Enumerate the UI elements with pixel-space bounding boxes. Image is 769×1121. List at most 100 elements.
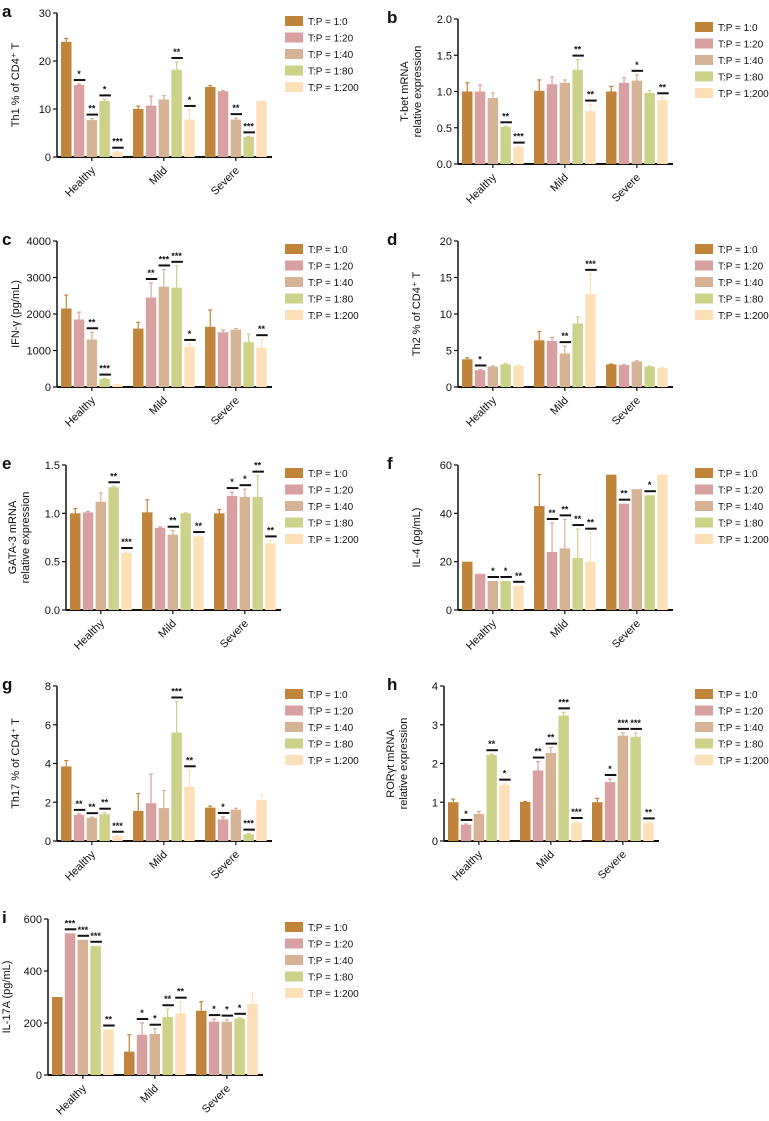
legend-swatch (285, 260, 303, 271)
y-tick-label: 0 (446, 605, 452, 617)
legend-label: T:P = 1:200 (308, 756, 359, 767)
y-axis-label: IFN-γ (pg/mL) (10, 280, 22, 348)
y-tick-label: 1.5 (437, 50, 452, 62)
significance-label: * (238, 1003, 242, 1013)
bar (196, 1010, 207, 1075)
bar (205, 86, 216, 157)
bar (532, 770, 544, 841)
chart-panel-e: e GATA-3 mRNA relative expression 0.0 0.5 1.0… (2, 454, 359, 652)
bar (193, 536, 204, 610)
bar (592, 802, 603, 841)
bar (559, 82, 571, 164)
legend-swatch (285, 534, 303, 544)
legend-label: T:P = 1:200 (308, 83, 359, 94)
bar (86, 817, 98, 841)
significance-label: *** (159, 254, 170, 264)
bar (205, 807, 216, 841)
bar (145, 803, 157, 841)
bar (171, 287, 182, 387)
bar (230, 119, 242, 157)
panel-label: a (2, 2, 12, 21)
significance-label: * (188, 95, 192, 105)
y-axis-label: GATA-3 mRNA (7, 500, 19, 574)
bar (142, 512, 153, 610)
significance-label: *** (243, 819, 254, 829)
legend-label: T:P = 1:20 (308, 262, 354, 273)
legend-swatch (285, 49, 303, 59)
significance-label: ** (169, 516, 177, 526)
legend-label: T:P = 1:0 (308, 923, 348, 934)
legend-label: T:P = 1:20 (718, 262, 764, 273)
x-tick-label: Severe (610, 172, 643, 205)
bar (133, 109, 144, 157)
legend-swatch (285, 971, 303, 982)
legend-label: T:P = 1:200 (718, 756, 769, 767)
y-tick-label: 6 (45, 720, 51, 732)
bar (154, 527, 166, 610)
significance-label: ** (574, 514, 582, 524)
panel-label: e (2, 454, 11, 473)
significance-label: *** (513, 132, 524, 142)
x-tick-label: Mild (156, 618, 179, 641)
bar (643, 822, 654, 841)
y-tick-label: 0 (446, 382, 452, 394)
legend-label: T:P = 1:20 (718, 707, 764, 718)
x-tick-label: Mild (147, 849, 170, 872)
bar (487, 366, 499, 387)
significance-label: * (503, 769, 507, 779)
bar (112, 384, 123, 387)
significance-label: *** (585, 259, 596, 269)
x-tick-label: Healthy (72, 617, 107, 652)
x-tick-label: Healthy (63, 848, 98, 883)
legend-label: T:P = 1:40 (718, 723, 764, 734)
significance-label: ** (88, 317, 96, 327)
x-tick-label: Mild (147, 165, 170, 188)
legend-swatch (285, 922, 303, 932)
bar (133, 810, 144, 841)
legend-swatch (285, 484, 303, 495)
chart-panel-b: b T-bet mRNA relative expression 0.0 0.5 1.0 1… (387, 8, 769, 206)
legend-label: T:P = 1:40 (308, 723, 354, 734)
legend-swatch (285, 988, 303, 998)
bar (546, 84, 558, 164)
significance-label: ** (76, 799, 84, 809)
bar (64, 933, 76, 1075)
legend-label: T:P = 1:80 (718, 519, 764, 530)
significance-label: ** (186, 755, 194, 765)
y-axis-label: IL-17A (pg/mL) (1, 961, 13, 1034)
bar (145, 105, 157, 157)
legend-swatch (695, 722, 713, 732)
y-tick-label: 10 (440, 309, 452, 321)
bar (572, 69, 583, 164)
bar (448, 802, 459, 841)
bar (82, 512, 94, 610)
panel-label: b (387, 8, 397, 27)
bar (631, 361, 643, 387)
bar (462, 91, 473, 164)
bar (171, 732, 182, 841)
bar (133, 328, 144, 387)
significance-label: * (608, 764, 612, 774)
significance-label: ** (645, 807, 653, 817)
significance-label: * (243, 474, 247, 484)
legend-swatch (695, 55, 713, 65)
legend-label: T:P = 1:200 (308, 989, 359, 1000)
y-axis-label: RORγt mRNA (385, 729, 397, 798)
legend-swatch (285, 244, 303, 254)
y-tick-label: 0.5 (437, 123, 452, 135)
y-axis-label: relative expression (20, 492, 32, 584)
bar (145, 297, 157, 387)
bar (234, 1018, 245, 1075)
x-tick-label: Severe (218, 618, 251, 651)
legend-label: T:P = 1:40 (718, 278, 764, 289)
significance-label: * (464, 809, 468, 819)
legend-swatch (285, 32, 303, 43)
bar (644, 366, 655, 387)
legend-swatch (695, 88, 713, 98)
bar (474, 370, 486, 387)
bar (239, 496, 251, 610)
bar (184, 346, 195, 387)
significance-label: ** (561, 504, 569, 514)
significance-label: ** (148, 268, 156, 278)
